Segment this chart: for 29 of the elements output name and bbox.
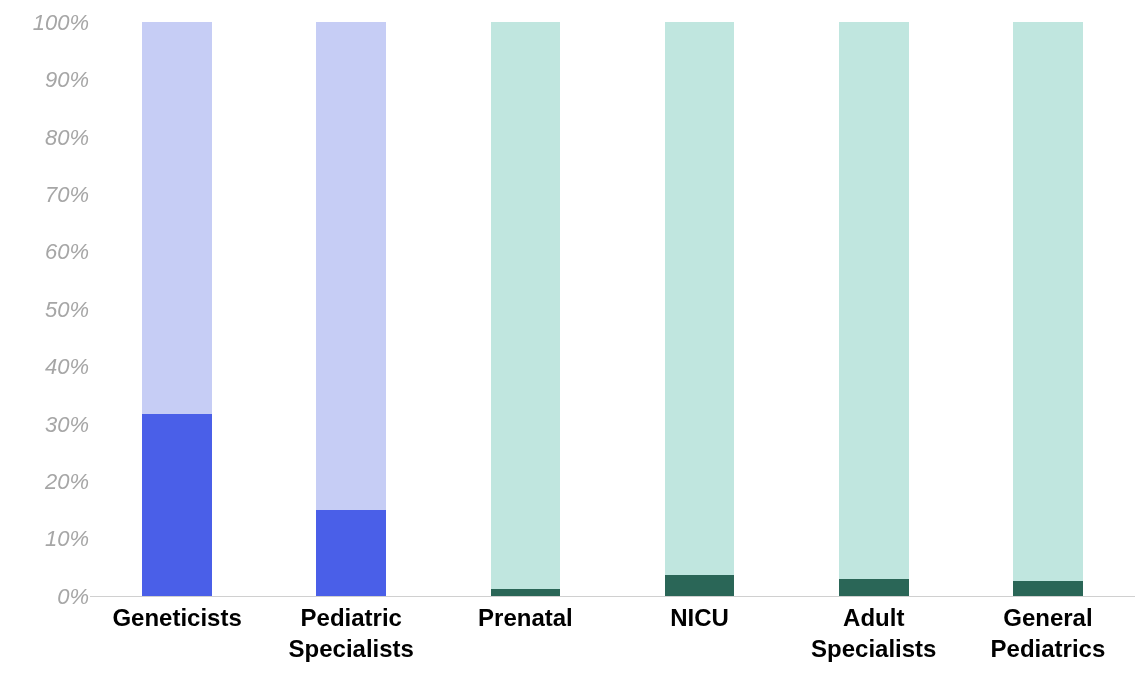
- bar: [664, 575, 735, 596]
- bar: [838, 22, 909, 580]
- y-tick-label: 40%: [44, 354, 89, 380]
- x-tick-label: Adult Specialists: [811, 603, 937, 662]
- y-tick-label: 30%: [44, 411, 89, 437]
- y-tick-label: 100%: [32, 9, 89, 35]
- bar: [142, 414, 212, 596]
- bar: [316, 22, 387, 510]
- x-tick-label: Geneticists: [112, 603, 242, 631]
- x-tick-label: Pediatric Specialists: [288, 603, 414, 662]
- y-tick-label: 50%: [44, 296, 89, 322]
- y-tick-label: 60%: [44, 239, 89, 265]
- bar: [142, 22, 212, 415]
- y-tick-label: 90%: [44, 67, 89, 93]
- x-tick-label: General Pediatrics: [990, 603, 1106, 662]
- bar: [316, 509, 387, 596]
- bar: [1013, 22, 1083, 582]
- y-tick-label: 20%: [43, 468, 89, 494]
- x-tick-label: Prenatal: [478, 603, 573, 631]
- bar: [664, 22, 735, 576]
- y-tick-label: 70%: [44, 181, 89, 207]
- bar: [1013, 581, 1083, 596]
- bar: [838, 579, 909, 596]
- bar: [490, 589, 561, 596]
- y-tick-label: 0%: [57, 583, 89, 609]
- y-tick-label: 80%: [44, 124, 89, 150]
- y-tick-label: 10%: [44, 526, 89, 552]
- x-tick-label: NICU: [670, 603, 729, 631]
- bar: [490, 22, 561, 590]
